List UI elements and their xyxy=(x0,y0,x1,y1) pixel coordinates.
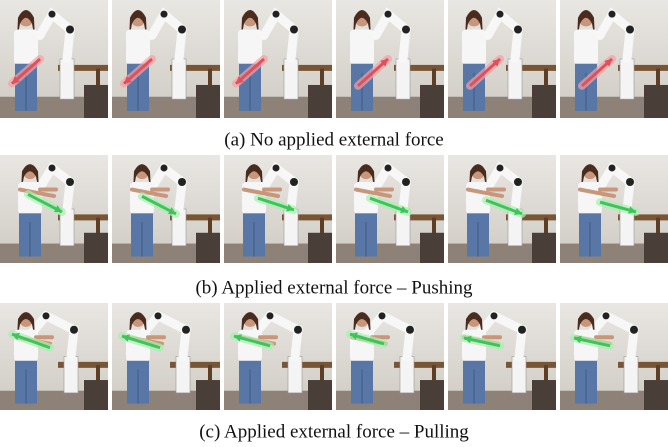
robot-base xyxy=(176,357,190,393)
photo xyxy=(448,155,556,263)
robot-joint xyxy=(66,178,74,186)
robot-base xyxy=(284,59,298,99)
photo xyxy=(224,303,332,410)
robot-base xyxy=(620,59,634,99)
robot-base xyxy=(400,357,414,393)
robot-joint xyxy=(379,312,386,319)
robot-joint xyxy=(43,312,50,319)
cabinet xyxy=(308,85,332,118)
cabinet xyxy=(308,233,332,263)
robot-base xyxy=(172,59,186,99)
robot-joint xyxy=(514,26,522,34)
cabinet xyxy=(196,233,220,263)
cabinet xyxy=(420,380,444,410)
photo xyxy=(224,155,332,263)
robot-joint xyxy=(290,178,298,186)
robot-joint xyxy=(49,11,56,18)
photo xyxy=(112,303,220,410)
cabinet xyxy=(420,85,444,118)
robot-base xyxy=(396,59,410,99)
cabinet xyxy=(84,380,108,410)
robot-joint xyxy=(385,164,392,171)
photo xyxy=(0,0,108,118)
robot-joint xyxy=(155,312,162,319)
robot-joint xyxy=(630,326,638,334)
robot-joint xyxy=(161,164,168,171)
robot-base xyxy=(64,357,78,393)
person-shirt xyxy=(574,30,598,65)
robot-base xyxy=(288,357,302,393)
photo xyxy=(336,0,444,118)
photo xyxy=(0,303,108,410)
robot-base xyxy=(284,209,298,246)
robot-joint xyxy=(518,326,526,334)
robot-joint xyxy=(609,11,616,18)
robot-joint xyxy=(294,326,302,334)
robot-base xyxy=(624,357,638,393)
person-shirt xyxy=(350,30,374,65)
photo xyxy=(560,303,668,410)
photo xyxy=(336,155,444,263)
cabinet xyxy=(532,233,556,263)
cabinet xyxy=(420,233,444,263)
robot-base xyxy=(512,357,526,393)
robot-joint xyxy=(491,312,498,319)
robot-joint xyxy=(626,178,634,186)
photo xyxy=(448,0,556,118)
photo xyxy=(560,155,668,263)
robot-joint xyxy=(70,326,78,334)
robot-joint xyxy=(385,11,392,18)
robot-joint xyxy=(267,312,274,319)
robot-joint xyxy=(161,11,168,18)
robot-joint xyxy=(514,178,522,186)
robot-joint xyxy=(49,164,56,171)
robot-joint xyxy=(178,26,186,34)
robot-joint xyxy=(273,11,280,18)
cabinet xyxy=(196,85,220,118)
robot-joint xyxy=(609,164,616,171)
robot-joint xyxy=(182,326,190,334)
robot-joint xyxy=(402,178,410,186)
cabinet xyxy=(532,380,556,410)
cabinet xyxy=(308,380,332,410)
cabinet xyxy=(196,380,220,410)
photo-grid xyxy=(0,0,668,410)
robot-joint xyxy=(178,178,186,186)
cabinet xyxy=(84,85,108,118)
robot-joint xyxy=(497,164,504,171)
photo xyxy=(336,303,444,410)
robot-joint xyxy=(290,26,298,34)
robot-joint xyxy=(626,26,634,34)
cabinet xyxy=(84,233,108,263)
caption: (c) Applied external force – Pulling xyxy=(199,421,469,442)
caption: (a) No applied external force xyxy=(224,129,443,150)
photo xyxy=(560,0,668,118)
cabinet xyxy=(644,85,668,118)
photo xyxy=(112,155,220,263)
photo xyxy=(0,155,108,263)
figure: (a) No applied external force (b) Applie… xyxy=(0,0,668,447)
photo xyxy=(448,303,556,410)
robot-joint xyxy=(406,326,414,334)
caption: (b) Applied external force – Pushing xyxy=(195,277,473,298)
cabinet xyxy=(644,233,668,263)
robot-base xyxy=(508,59,522,99)
robot-joint xyxy=(273,164,280,171)
cabinet xyxy=(532,85,556,118)
cabinet xyxy=(644,380,668,410)
person-shirt xyxy=(578,182,602,214)
photo xyxy=(112,0,220,118)
robot-joint xyxy=(66,26,74,34)
photo xyxy=(224,0,332,118)
robot-joint xyxy=(497,11,504,18)
robot-joint xyxy=(603,312,610,319)
robot-base xyxy=(60,59,74,99)
person-shirt xyxy=(462,30,486,65)
robot-joint xyxy=(402,26,410,34)
